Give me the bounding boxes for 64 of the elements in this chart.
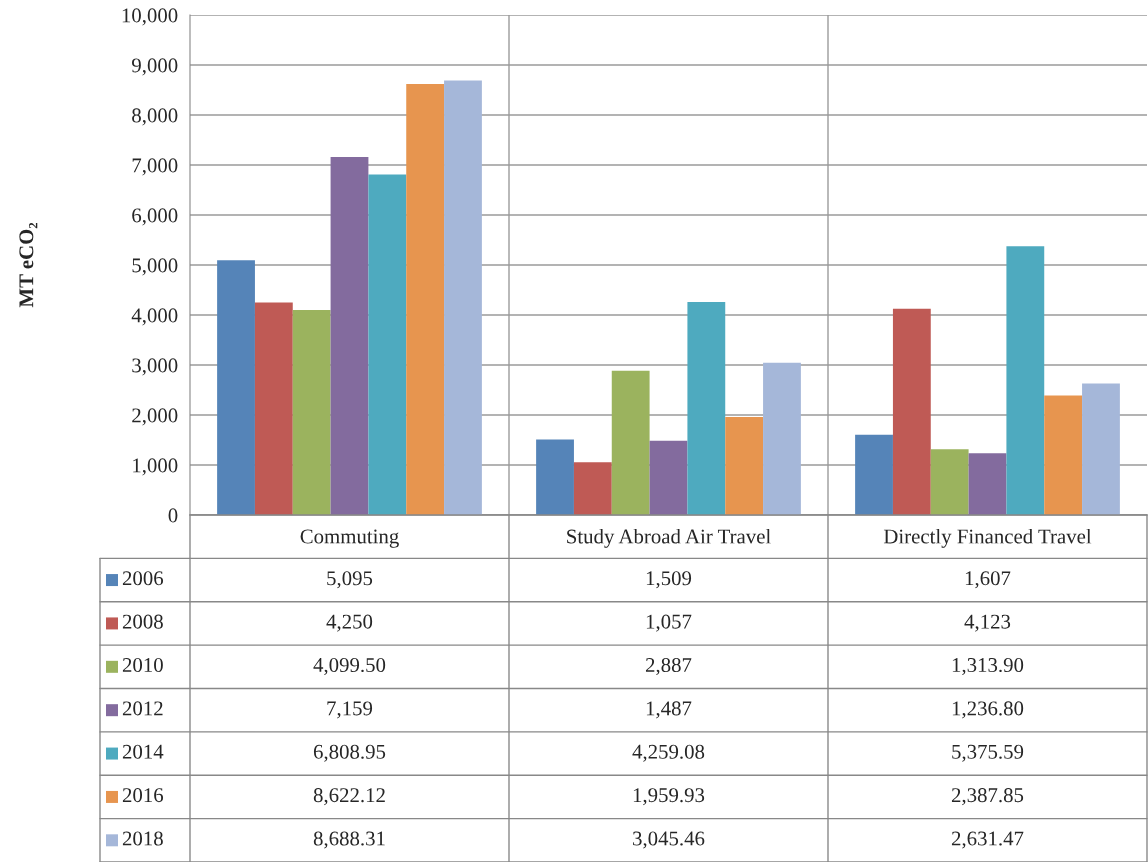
bar: [687, 302, 726, 515]
data-label: 2,631.47: [951, 831, 1024, 849]
bar: [444, 80, 482, 515]
bar: [330, 157, 369, 515]
data-label: 2,887: [645, 657, 692, 676]
x-tick-label: Study Abroad Air Travel: [567, 528, 771, 548]
bar: [406, 83, 445, 515]
data-label: 1,487: [646, 701, 692, 719]
x-tick-label: Commuting: [300, 529, 399, 548]
y-axis-title: MT eCO₂: [19, 222, 38, 308]
bar: [763, 362, 801, 515]
data-label: 1,959.93: [633, 788, 705, 806]
y-tick-label: 9,000: [131, 58, 178, 76]
data-label: 1,509: [646, 571, 692, 589]
data-label: 5,095: [327, 571, 373, 589]
bar: [855, 434, 893, 515]
y-tick-label: 0: [168, 508, 178, 523]
bar: [254, 302, 293, 515]
bar: [649, 440, 688, 515]
bar: [930, 449, 969, 515]
data-label: 1,607: [965, 571, 1011, 589]
bar: [368, 174, 407, 515]
data-label: 7,159: [327, 701, 373, 719]
data-label: 3,045.46: [633, 831, 705, 849]
legend-label: 2010: [122, 657, 163, 673]
y-tick-label: 1,000: [133, 458, 178, 476]
bar: [725, 417, 764, 515]
bar: [968, 453, 1007, 515]
bar: [1006, 246, 1045, 515]
data-label: 4,099.50: [313, 657, 386, 676]
bar: [611, 370, 650, 515]
bar: [573, 462, 612, 515]
legend-label: 2012: [122, 701, 163, 716]
y-tick-label: 10,000: [122, 8, 178, 26]
data-label: 1,057: [646, 614, 692, 632]
y-tick-label: 4,000: [131, 308, 178, 326]
data-label: 1,313.90: [952, 657, 1024, 676]
y-tick-label: 8,000: [132, 108, 178, 126]
bar: [1082, 383, 1120, 515]
data-label: 4,250: [326, 614, 373, 632]
bar: [892, 308, 931, 515]
y-tick-label: 7,000: [132, 158, 178, 176]
legend-label: 2018: [122, 831, 163, 846]
legend-label: 2008: [122, 614, 163, 629]
legend-label: 2014: [122, 744, 164, 759]
bar: [536, 439, 574, 515]
x-tick-label: Directly Financed Travel: [883, 528, 1092, 548]
bar: [292, 310, 331, 515]
data-label: 2,387.85: [951, 788, 1024, 806]
data-label: 5,375.59: [952, 744, 1024, 762]
bar: [217, 260, 255, 515]
legend-label: 2016: [122, 788, 164, 803]
data-label: 6,808.95: [313, 744, 386, 762]
y-tick-label: 6,000: [132, 208, 178, 226]
legend-label: 2006: [122, 571, 164, 586]
y-tick-label: 5,000: [132, 258, 178, 276]
bar: [1044, 395, 1083, 515]
data-label: 4,259.08: [632, 744, 705, 762]
data-label: 8,688.31: [313, 831, 385, 849]
data-label: 1,236.80: [952, 701, 1024, 719]
data-label: 8,622.12: [313, 788, 385, 806]
y-tick-label: 2,000: [132, 408, 178, 426]
data-label: 4,123: [964, 614, 1011, 632]
y-tick-label: 3,000: [132, 358, 178, 376]
